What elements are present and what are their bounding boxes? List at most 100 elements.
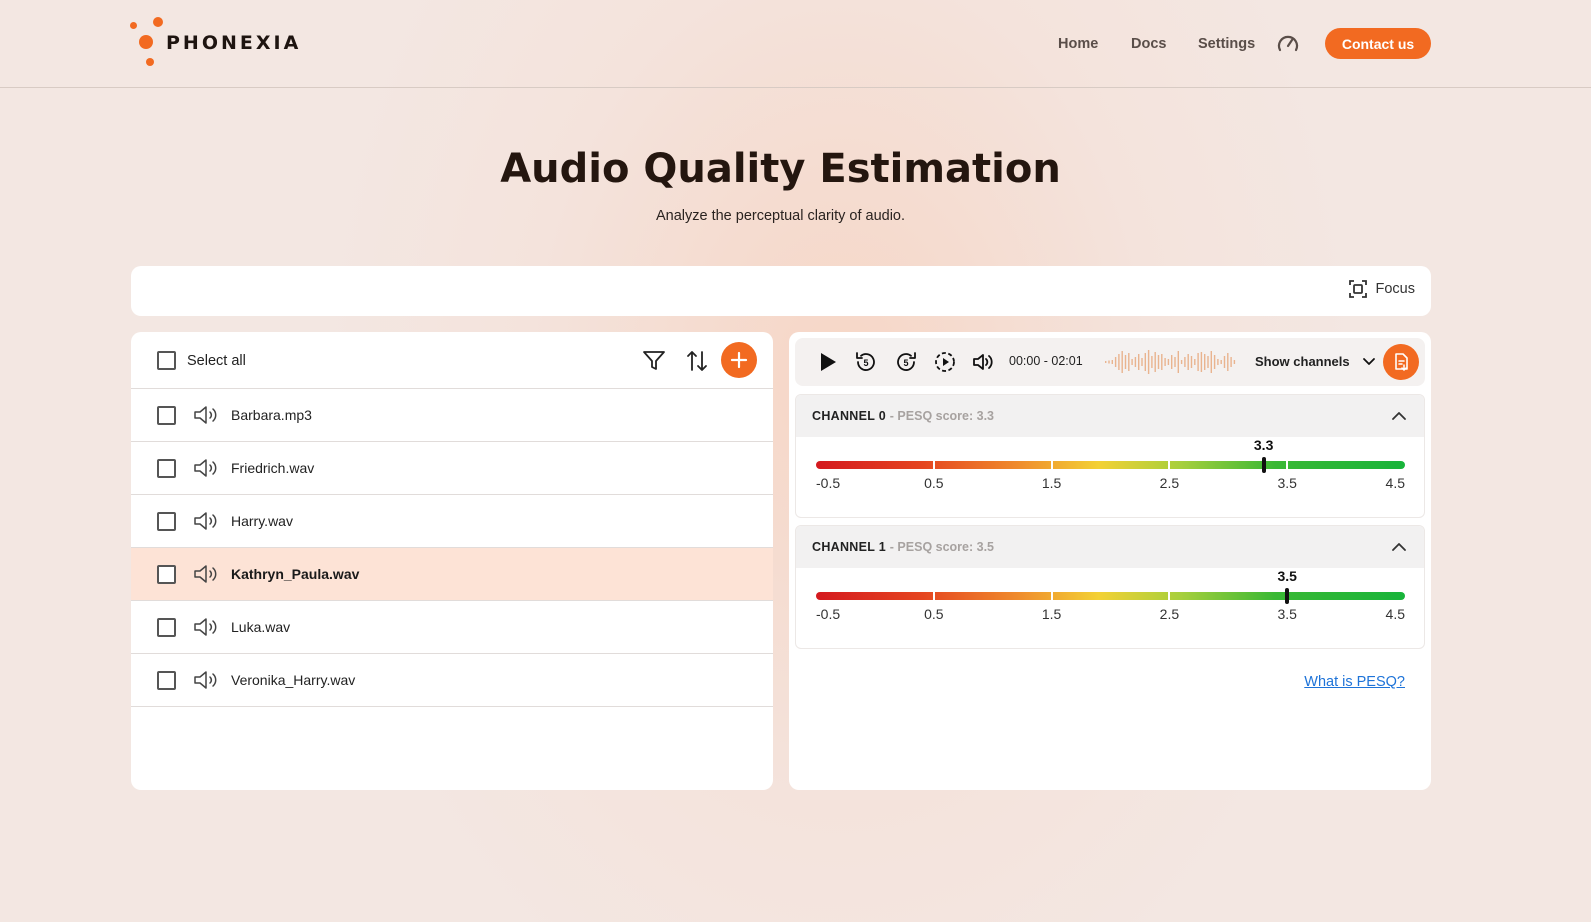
nav-settings[interactable]: Settings: [1198, 36, 1256, 52]
filter-icon[interactable]: [641, 348, 667, 374]
waveform-bar: [1190, 356, 1193, 368]
file-checkbox[interactable]: [157, 459, 176, 478]
show-channels-label[interactable]: Show channels: [1255, 354, 1350, 369]
waveform-bar: [1230, 357, 1232, 367]
file-checkbox[interactable]: [157, 512, 176, 531]
file-checkbox[interactable]: [157, 565, 176, 584]
scale-tick-label: 0.5: [924, 475, 944, 491]
channel-header[interactable]: CHANNEL 1 - PESQ score: 3.5: [796, 526, 1424, 568]
nav-docs[interactable]: Docs: [1131, 36, 1167, 52]
waveform-bar: [1141, 358, 1143, 366]
phonexia-logo[interactable]: PHONEXIA: [128, 16, 308, 72]
rewind-5-icon[interactable]: 5: [854, 350, 878, 374]
file-checkbox[interactable]: [157, 618, 176, 637]
speedometer-icon[interactable]: [1276, 32, 1300, 56]
waveform-bar: [1220, 360, 1222, 364]
focus-label: Focus: [1375, 281, 1416, 297]
plus-icon: [730, 351, 748, 369]
scale-tick: [1050, 461, 1053, 469]
forward-5-icon[interactable]: 5: [894, 350, 918, 374]
file-row[interactable]: Harry.wav: [131, 495, 773, 548]
scale-tick-label: 2.5: [1159, 606, 1180, 622]
chevron-up-icon[interactable]: [1390, 538, 1408, 556]
file-list-header: Select all: [131, 332, 773, 389]
waveform-bar: [1187, 354, 1189, 370]
speaker-icon[interactable]: [193, 669, 221, 691]
score-marker: [1285, 588, 1290, 604]
file-name[interactable]: Kathryn_Paula.wav: [231, 566, 360, 582]
scale-tick-label: 2.5: [1159, 475, 1180, 491]
nav-home[interactable]: Home: [1058, 36, 1099, 52]
pesq-scale: -0.5 0.5 1.5 2.5 3.5 4.5 3.3: [816, 437, 1405, 491]
channel-header[interactable]: CHANNEL 0 - PESQ score: 3.3: [796, 395, 1424, 437]
what-is-pesq-link[interactable]: What is PESQ?: [1304, 674, 1405, 690]
results-panel: 5 5 00:00 - 02:01 Show channels: [789, 332, 1431, 790]
file-row[interactable]: Kathryn_Paula.wav: [131, 548, 773, 601]
contact-us-button[interactable]: Contact us: [1325, 28, 1431, 59]
file-checkbox[interactable]: [157, 671, 176, 690]
speaker-icon[interactable]: [193, 616, 221, 638]
file-name[interactable]: Luka.wav: [231, 619, 291, 635]
waveform-bar: [1167, 359, 1170, 365]
scale-tick-label: -0.5: [816, 606, 841, 622]
waveform-bar: [1108, 360, 1110, 364]
speaker-icon[interactable]: [193, 404, 221, 426]
speaker-icon[interactable]: [193, 457, 221, 479]
select-all-checkbox[interactable]: [157, 351, 176, 370]
logo-dot: [146, 58, 154, 66]
file-row[interactable]: Luka.wav: [131, 601, 773, 654]
file-row[interactable]: Barbara.mp3: [131, 389, 773, 442]
waveform-bar: [1105, 361, 1107, 363]
scale-tick: [1168, 592, 1171, 600]
waveform-bar: [1138, 354, 1140, 370]
channel-score-text: - PESQ score: 3.3: [889, 409, 995, 423]
waveform-bar: [1161, 354, 1163, 370]
audio-player: 5 5 00:00 - 02:01 Show channels: [795, 338, 1425, 386]
waveform-bar: [1144, 353, 1146, 371]
chevron-down-icon[interactable]: [1361, 354, 1377, 370]
waveform-bar: [1171, 355, 1173, 369]
pesq-scale: -0.5 0.5 1.5 2.5 3.5 4.5 3.5: [816, 568, 1405, 622]
channel-title: CHANNEL 0 - PESQ score: 3.3: [812, 409, 994, 423]
waveform-preview[interactable]: [1103, 346, 1238, 378]
waveform-bar: [1204, 354, 1206, 370]
file-row[interactable]: Friedrich.wav: [131, 442, 773, 495]
waveform-bar: [1174, 357, 1176, 367]
loop-play-icon[interactable]: [933, 350, 957, 374]
file-checkbox[interactable]: [157, 406, 176, 425]
scale-tick-label: 0.5: [924, 606, 944, 622]
page-subtitle: Analyze the perceptual clarity of audio.: [655, 208, 906, 224]
volume-icon[interactable]: [971, 350, 995, 374]
waveform-bar: [1213, 355, 1216, 369]
waveform-bar: [1118, 354, 1120, 370]
file-name[interactable]: Veronika_Harry.wav: [231, 672, 356, 688]
focus-button[interactable]: Focus: [1348, 279, 1416, 299]
score-marker-label: 3.3: [1253, 437, 1274, 453]
waveform-bar: [1177, 351, 1179, 373]
speaker-icon[interactable]: [193, 563, 221, 585]
score-marker-label: 3.5: [1277, 568, 1297, 584]
sort-icon[interactable]: [684, 348, 710, 374]
chevron-up-icon[interactable]: [1390, 407, 1408, 425]
waveform-bar: [1128, 353, 1130, 371]
scale-tick-label: 4.5: [1385, 475, 1405, 491]
logo-dot: [130, 22, 137, 29]
export-report-button[interactable]: [1383, 344, 1419, 380]
waveform-bar: [1194, 359, 1196, 365]
file-name[interactable]: Harry.wav: [231, 513, 293, 529]
select-all-label[interactable]: Select all: [187, 353, 246, 369]
waveform-bar: [1124, 355, 1127, 369]
add-file-button[interactable]: [721, 342, 757, 378]
file-name[interactable]: Friedrich.wav: [231, 460, 315, 476]
channel-name: CHANNEL 0: [812, 409, 887, 423]
page-title: Audio Quality Estimation: [500, 146, 1061, 192]
waveform-bar: [1180, 360, 1183, 364]
waveform-bar: [1134, 357, 1137, 367]
play-icon[interactable]: [815, 350, 839, 374]
file-list: Barbara.mp3 Friedrich.wav Harry.wav Kathryn…: [131, 389, 773, 707]
speaker-icon[interactable]: [193, 510, 221, 532]
file-name[interactable]: Barbara.mp3: [231, 407, 312, 423]
waveform-bar: [1154, 352, 1156, 372]
forward-seconds: 5: [903, 358, 908, 368]
file-row[interactable]: Veronika_Harry.wav: [131, 654, 773, 707]
